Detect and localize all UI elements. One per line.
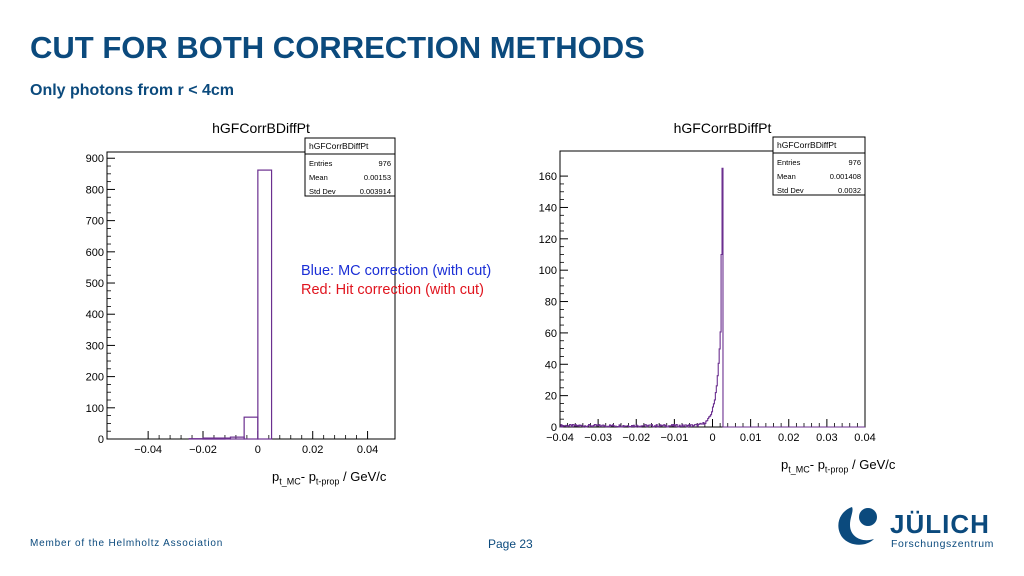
right-xtick-label: 0	[709, 432, 715, 444]
right-stats-label: Mean	[777, 172, 796, 181]
legend-note: Blue: MC correction (with cut) Red: Hit …	[301, 262, 491, 300]
left-xtick-label: −0.04	[134, 444, 162, 456]
right-ytick-label: 120	[539, 234, 557, 246]
left-chart-title: hGFCorrBDiffPt	[212, 120, 310, 136]
footer-helmholtz: Member of the Helmholtz Association	[30, 538, 224, 549]
right-ytick-label: 0	[551, 422, 557, 434]
slide-title: CUT FOR BOTH CORRECTION METHODS	[30, 30, 645, 65]
left-ytick-label: 100	[86, 403, 104, 415]
left-stats-label: Entries	[309, 159, 333, 168]
right-ytick-label: 80	[545, 297, 557, 309]
left-stats-title: hGFCorrBDiffPt	[309, 141, 369, 151]
left-ytick-label: 200	[86, 372, 104, 384]
right-xtick-label: −0.02	[622, 432, 650, 444]
left-ytick-label: 600	[86, 247, 104, 259]
right-xtick-label: 0.04	[854, 432, 875, 444]
left-xtick-label: 0.04	[357, 444, 378, 456]
right-ytick-label: 160	[539, 171, 557, 183]
left-ytick-label: 0	[98, 434, 104, 446]
right-chart-title: hGFCorrBDiffPt	[674, 120, 772, 136]
right-ytick-label: 140	[539, 202, 557, 214]
left-ytick-label: 300	[86, 340, 104, 352]
right-hist-line	[560, 167, 865, 428]
left-ytick-label: 400	[86, 309, 104, 321]
left-stats-box	[304, 137, 396, 197]
left-ytick-label: 500	[86, 278, 104, 290]
right-stats-box	[772, 136, 866, 196]
right-stats-value: 976	[848, 158, 861, 167]
left-xtick-label: 0	[255, 444, 261, 456]
right-ytick-label: 60	[545, 328, 557, 340]
right-ytick-label: 100	[539, 265, 557, 277]
left-stats-label: Mean	[309, 173, 328, 182]
right-xtick-label: −0.04	[546, 432, 574, 444]
right-stats-label: Entries	[777, 158, 801, 167]
right-chart-xlabel: pt_MC- pt-prop / GeV/c	[781, 457, 896, 475]
left-chart-xlabel: pt_MC- pt-prop / GeV/c	[272, 469, 387, 487]
left-hist-bin	[229, 436, 245, 440]
right-stats-title: hGFCorrBDiffPt	[777, 140, 837, 150]
legend-hit-correction: Red: Hit correction (with cut)	[301, 282, 484, 298]
left-hist-bin	[257, 169, 273, 440]
right-xtick-label: 0.03	[816, 432, 837, 444]
left-stats-label: Std Dev	[309, 187, 336, 196]
logo-wordmark: JÜLICH	[890, 509, 990, 539]
left-stats-value: 0.00153	[364, 173, 391, 182]
left-stats-value: 976	[378, 159, 391, 168]
left-xtick-label: −0.02	[189, 444, 217, 456]
left-stats-value: 0.003914	[360, 187, 391, 196]
right-xtick-label: 0.01	[740, 432, 761, 444]
left-hist-bin	[243, 416, 259, 440]
page-number: Page 23	[488, 537, 533, 551]
right-ytick-label: 40	[545, 359, 557, 371]
slide-subtitle: Only photons from r < 4cm	[30, 82, 235, 99]
left-xtick-label: 0.02	[302, 444, 323, 456]
juelich-logo-mark	[838, 507, 877, 545]
right-stats-label: Std Dev	[777, 186, 804, 195]
legend-mc-correction: Blue: MC correction (with cut)	[301, 263, 492, 279]
left-ytick-label: 700	[86, 216, 104, 228]
juelich-logo: JÜLICH Forschungszentrum	[832, 503, 1002, 553]
right-stats-value: 0.001408	[830, 172, 861, 181]
right-stats-value: 0.0032	[838, 186, 861, 195]
left-ytick-label: 900	[86, 153, 104, 165]
right-ytick-label: 20	[545, 391, 557, 403]
right-xtick-label: −0.03	[584, 432, 612, 444]
left-hist-bin	[202, 437, 232, 440]
left-ytick-label: 800	[86, 184, 104, 196]
right-xtick-label: −0.01	[660, 432, 688, 444]
logo-subtitle: Forschungszentrum	[891, 538, 994, 550]
right-xtick-label: 0.02	[778, 432, 799, 444]
